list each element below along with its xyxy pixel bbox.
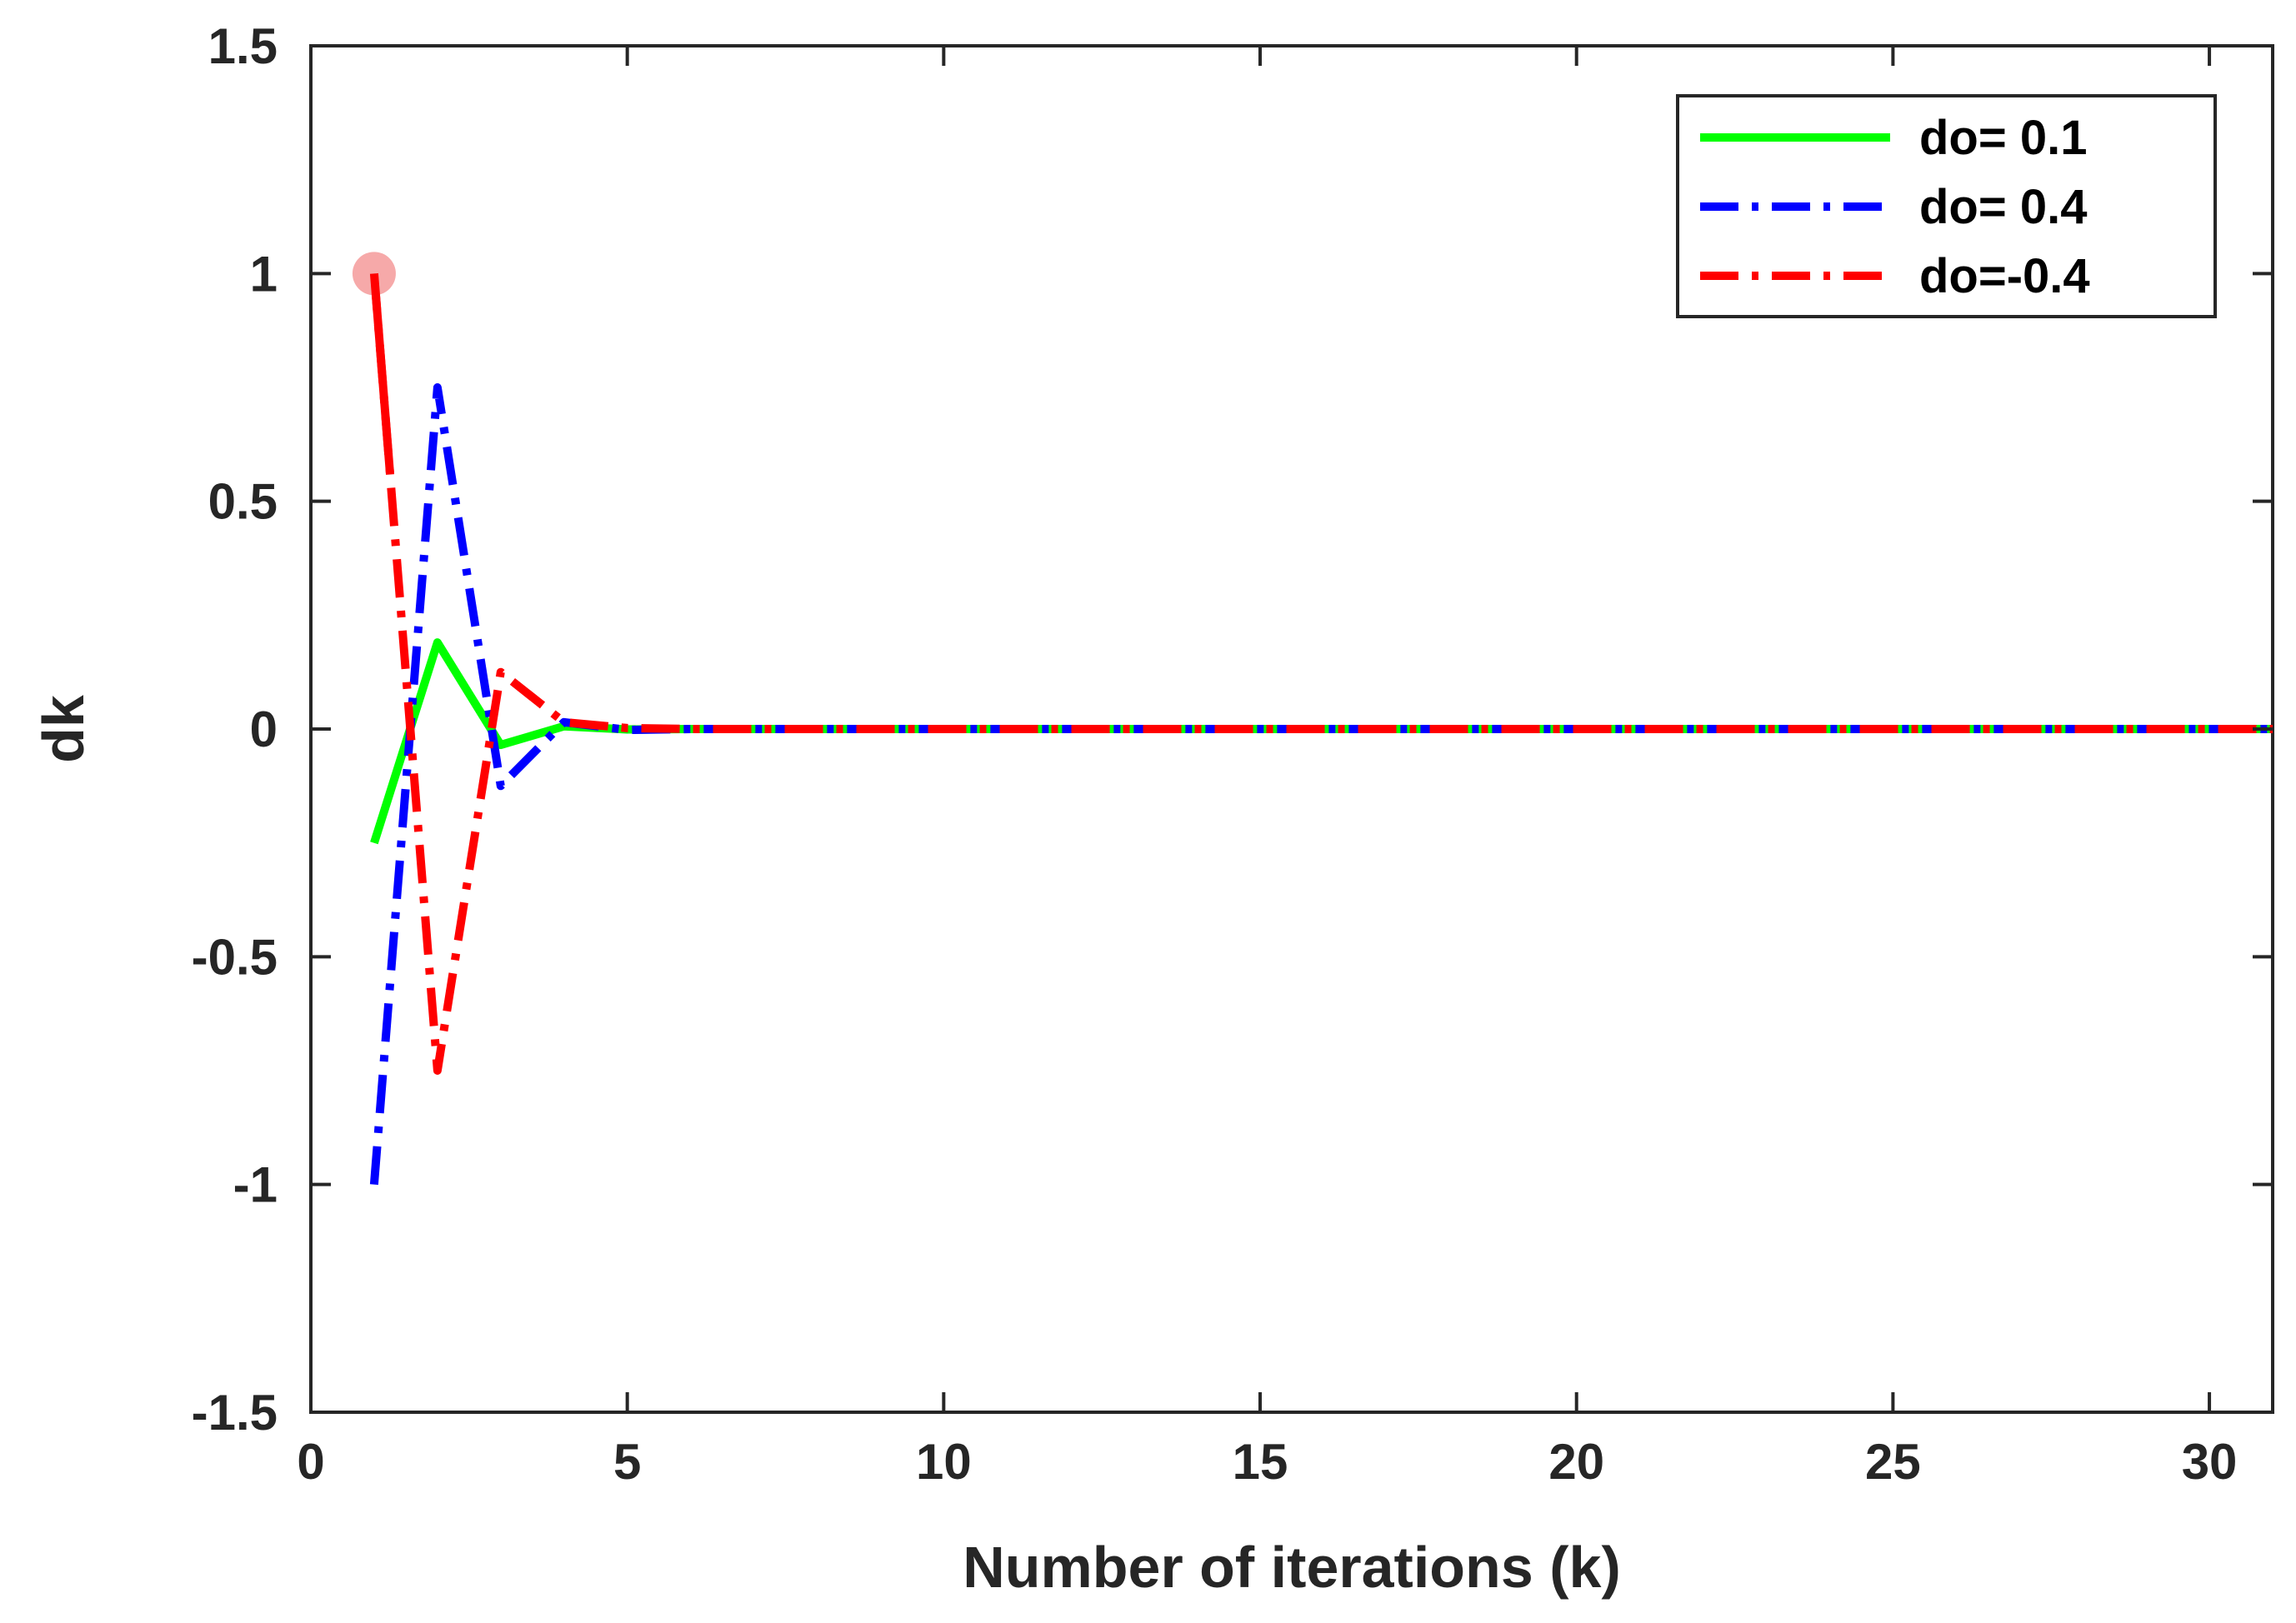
- y-tick-label: 0.5: [208, 474, 278, 530]
- legend-label-1: do= 0.1: [1919, 111, 2087, 165]
- legend-label-2: do= 0.4: [1919, 180, 2087, 234]
- x-tick-label: 5: [613, 1434, 641, 1490]
- y-tick-label: -1.5: [192, 1385, 278, 1441]
- x-tick-label: 10: [916, 1434, 972, 1490]
- series-layer: [352, 252, 2273, 1186]
- legend-label-3: do=-0.4: [1919, 249, 2090, 303]
- y-tick-label: 1: [250, 246, 278, 302]
- y-tick-label: 1.5: [208, 18, 278, 74]
- x-tick-label: 30: [2182, 1434, 2238, 1490]
- y-axis-title: dk: [31, 695, 96, 763]
- x-axis-title: Number of iterations (k): [963, 1535, 1621, 1600]
- legend: do= 0.1 do= 0.4 do=-0.4: [1676, 94, 2217, 318]
- series-line-3: [369, 272, 2273, 1075]
- x-tick-label: 0: [297, 1434, 324, 1490]
- series-3-start-segment: [369, 272, 394, 473]
- x-tick-label: 25: [1865, 1434, 1921, 1490]
- tick-labels-layer: 0 5 10 15 20 25 30 -1.5 -1 -0.5 0 0.5 1 1.5: [192, 18, 2238, 1490]
- legend-box: [1676, 94, 2217, 318]
- y-tick-label: -1: [233, 1157, 278, 1213]
- ticks-layer: [309, 44, 2273, 1414]
- y-tick-label: 0: [250, 702, 278, 757]
- y-tick-label: -0.5: [192, 929, 278, 985]
- x-tick-label: 20: [1548, 1434, 1604, 1490]
- x-tick-label: 15: [1233, 1434, 1288, 1490]
